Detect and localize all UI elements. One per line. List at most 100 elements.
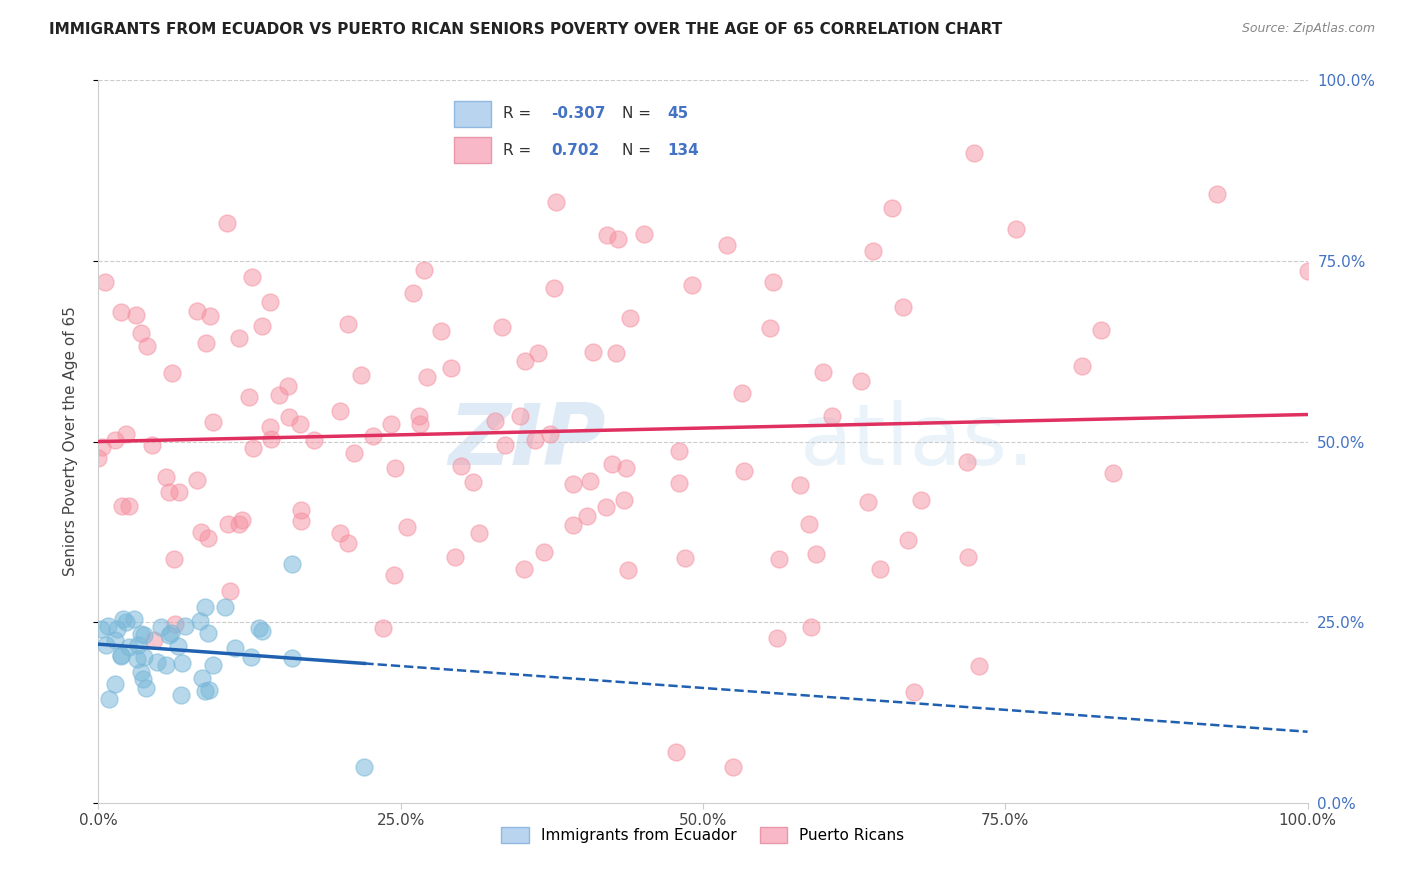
Point <box>606 232 628 246</box>
Point <box>155 470 177 484</box>
Point <box>605 346 627 360</box>
Point <box>1090 323 1112 337</box>
Point <box>90 622 112 636</box>
Point <box>910 493 932 508</box>
Point <box>238 391 260 405</box>
Point <box>408 409 430 423</box>
Point <box>252 319 274 334</box>
Point <box>224 640 246 655</box>
Point <box>239 649 262 664</box>
Point <box>193 684 215 698</box>
Point <box>118 640 141 654</box>
Point <box>527 346 550 360</box>
Point <box>217 516 239 531</box>
Point <box>110 305 132 319</box>
Point <box>538 427 561 442</box>
Point <box>897 533 920 548</box>
Point <box>413 263 436 277</box>
Point <box>1005 222 1028 236</box>
Point <box>576 509 599 524</box>
Point <box>765 631 787 645</box>
Point <box>281 650 304 665</box>
Point <box>155 657 177 672</box>
Point <box>131 326 153 341</box>
Point <box>231 512 253 526</box>
Point <box>278 409 301 424</box>
Point <box>579 475 602 489</box>
Point <box>343 446 366 460</box>
Point <box>260 432 283 446</box>
Point <box>197 531 219 545</box>
Point <box>797 516 820 531</box>
Point <box>382 568 405 582</box>
Point <box>806 547 828 561</box>
Point <box>1070 359 1092 373</box>
Point <box>157 484 180 499</box>
Point <box>969 658 991 673</box>
Point <box>200 309 222 323</box>
Point <box>716 238 738 252</box>
Point <box>869 561 891 575</box>
Point <box>146 655 169 669</box>
Point <box>491 320 513 334</box>
Point <box>240 269 263 284</box>
Point <box>97 619 120 633</box>
Point <box>259 420 281 434</box>
Point <box>849 374 872 388</box>
Point <box>468 525 491 540</box>
Point <box>409 417 432 431</box>
Point <box>811 366 834 380</box>
Point <box>956 550 979 565</box>
Point <box>416 370 439 384</box>
Point <box>97 692 120 706</box>
Point <box>681 277 703 292</box>
Point <box>110 648 132 662</box>
Point <box>891 300 914 314</box>
Point <box>353 760 375 774</box>
Point <box>595 500 617 515</box>
Text: atlas.: atlas. <box>800 400 1035 483</box>
Point <box>190 614 212 628</box>
Point <box>821 409 844 423</box>
Point <box>543 281 565 295</box>
Point <box>160 366 183 380</box>
Point <box>619 311 641 326</box>
Point <box>533 544 555 558</box>
Point <box>167 484 190 499</box>
Point <box>1205 186 1227 201</box>
Text: ZIP: ZIP <box>449 400 606 483</box>
Point <box>562 477 585 491</box>
Y-axis label: Seniors Poverty Over the Age of 65: Seniors Poverty Over the Age of 65 <box>63 307 77 576</box>
Point <box>361 429 384 443</box>
Point <box>956 455 979 469</box>
Point <box>762 275 785 289</box>
Point <box>163 552 186 566</box>
Point <box>509 409 531 423</box>
Point <box>561 518 583 533</box>
Point <box>903 684 925 698</box>
Point <box>190 524 212 539</box>
Point <box>167 640 190 654</box>
Point <box>513 354 536 368</box>
Point <box>112 612 135 626</box>
Point <box>114 426 136 441</box>
Point <box>165 616 187 631</box>
Point <box>302 433 325 447</box>
Point <box>105 622 128 636</box>
Point <box>402 286 425 301</box>
Point <box>132 628 155 642</box>
Point <box>595 227 617 242</box>
Point <box>277 379 299 393</box>
Point <box>444 550 467 565</box>
Point <box>217 216 239 230</box>
Point <box>858 495 880 509</box>
Point <box>191 671 214 685</box>
Point <box>463 475 485 490</box>
Point <box>127 638 149 652</box>
Point <box>110 499 132 513</box>
Point <box>131 672 153 686</box>
Point <box>371 621 394 635</box>
Point <box>614 461 637 475</box>
Point <box>544 195 567 210</box>
Point <box>194 336 217 351</box>
